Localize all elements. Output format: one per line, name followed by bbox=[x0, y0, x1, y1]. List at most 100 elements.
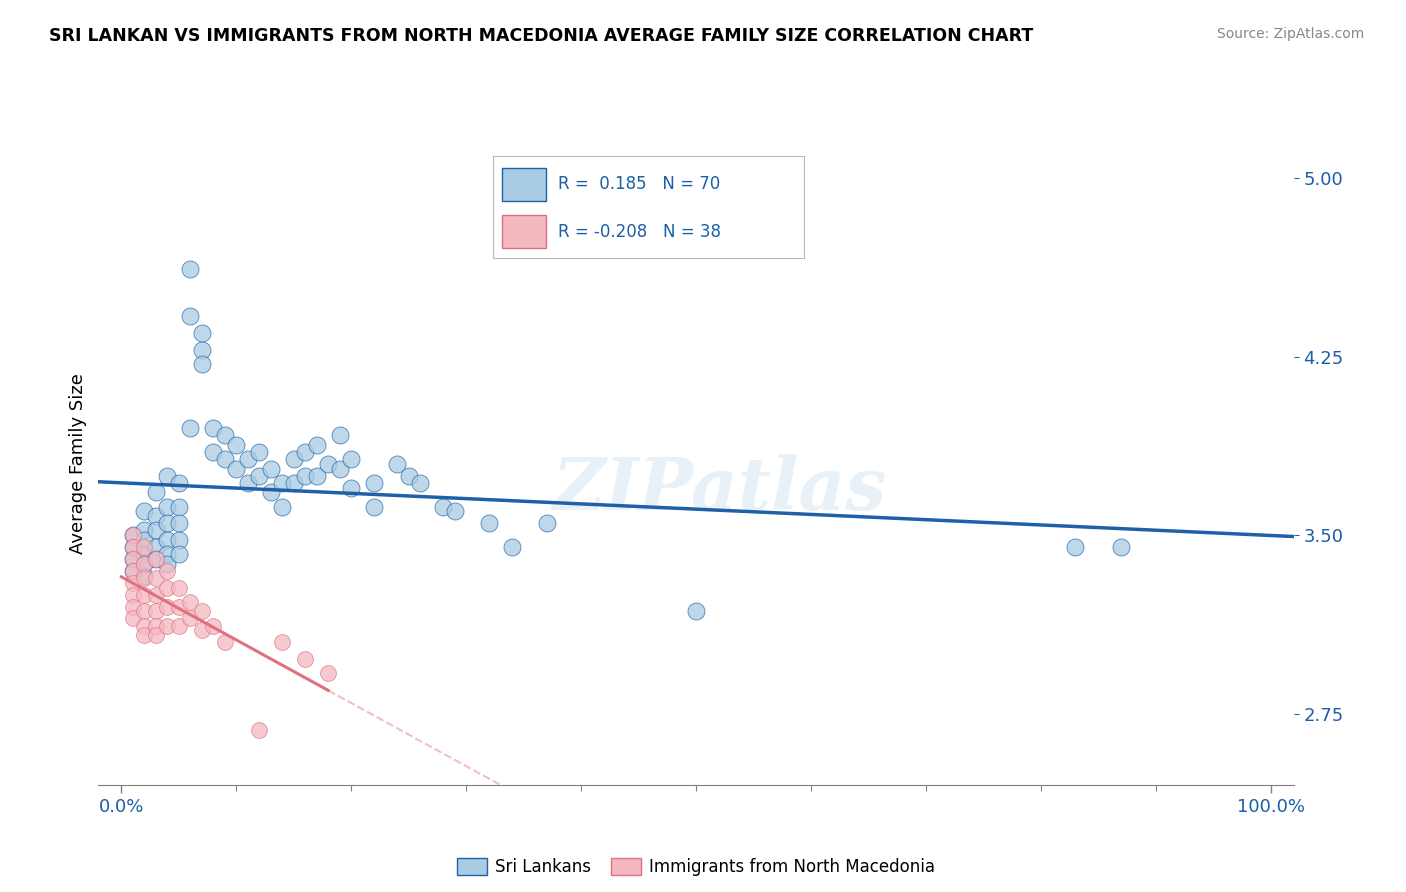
Point bbox=[167, 475, 190, 490]
Point bbox=[167, 516, 190, 531]
Point bbox=[685, 604, 707, 618]
Point bbox=[145, 604, 167, 618]
Point bbox=[167, 547, 190, 561]
Point bbox=[247, 468, 270, 483]
Point bbox=[271, 500, 294, 514]
Point bbox=[145, 618, 167, 632]
Point bbox=[145, 571, 167, 585]
Text: ZIPatlas: ZIPatlas bbox=[553, 454, 887, 525]
Point bbox=[122, 588, 145, 602]
Point bbox=[236, 452, 259, 467]
Point bbox=[247, 445, 270, 459]
Point bbox=[236, 475, 259, 490]
Point bbox=[134, 540, 156, 554]
Point bbox=[398, 468, 420, 483]
Point bbox=[305, 468, 328, 483]
Point bbox=[122, 528, 145, 542]
Point bbox=[134, 628, 156, 642]
Point bbox=[134, 557, 156, 571]
Point bbox=[329, 428, 352, 442]
Point bbox=[134, 557, 156, 571]
Point bbox=[225, 461, 247, 475]
Point bbox=[179, 421, 201, 435]
Point bbox=[179, 261, 201, 276]
Point bbox=[363, 500, 385, 514]
Point bbox=[145, 540, 167, 554]
Point bbox=[167, 500, 190, 514]
Point bbox=[145, 524, 167, 538]
Point bbox=[145, 509, 167, 524]
Point bbox=[271, 635, 294, 649]
Point bbox=[122, 564, 145, 578]
Point bbox=[191, 357, 214, 371]
Point bbox=[122, 540, 145, 554]
Point bbox=[122, 611, 145, 625]
Point bbox=[122, 552, 145, 566]
Point bbox=[316, 457, 339, 471]
Point bbox=[191, 624, 214, 638]
Text: SRI LANKAN VS IMMIGRANTS FROM NORTH MACEDONIA AVERAGE FAMILY SIZE CORRELATION CH: SRI LANKAN VS IMMIGRANTS FROM NORTH MACE… bbox=[49, 27, 1033, 45]
Point bbox=[409, 475, 432, 490]
Point bbox=[134, 524, 156, 538]
Point bbox=[432, 500, 454, 514]
Point bbox=[156, 557, 179, 571]
Point bbox=[122, 564, 145, 578]
Point bbox=[134, 571, 156, 585]
Point bbox=[225, 438, 247, 452]
Point bbox=[501, 540, 523, 554]
Point bbox=[340, 452, 363, 467]
Point bbox=[283, 475, 305, 490]
Point bbox=[536, 516, 558, 531]
Point bbox=[191, 343, 214, 357]
Point bbox=[122, 575, 145, 590]
Point bbox=[134, 618, 156, 632]
Point bbox=[167, 618, 190, 632]
Y-axis label: Average Family Size: Average Family Size bbox=[69, 374, 87, 554]
Point bbox=[340, 481, 363, 495]
Point bbox=[443, 504, 465, 518]
Point bbox=[156, 618, 179, 632]
Point bbox=[145, 628, 167, 642]
Point bbox=[145, 588, 167, 602]
Point bbox=[202, 421, 225, 435]
Point bbox=[156, 533, 179, 547]
Point bbox=[385, 457, 409, 471]
Point bbox=[167, 581, 190, 595]
Point bbox=[156, 468, 179, 483]
Point bbox=[260, 485, 283, 500]
Point bbox=[214, 452, 236, 467]
Point bbox=[214, 428, 236, 442]
Point bbox=[134, 533, 156, 547]
Point bbox=[156, 516, 179, 531]
Point bbox=[134, 504, 156, 518]
Point bbox=[214, 635, 236, 649]
Point bbox=[156, 547, 179, 561]
Point bbox=[167, 599, 190, 614]
Point bbox=[179, 310, 201, 324]
Point bbox=[260, 461, 283, 475]
Point bbox=[316, 666, 339, 681]
Point bbox=[247, 723, 270, 738]
Point bbox=[179, 611, 201, 625]
Point bbox=[122, 540, 145, 554]
Point bbox=[1064, 540, 1087, 554]
Point bbox=[134, 547, 156, 561]
Point bbox=[145, 485, 167, 500]
Point bbox=[156, 581, 179, 595]
Point bbox=[122, 528, 145, 542]
Legend: Sri Lankans, Immigrants from North Macedonia: Sri Lankans, Immigrants from North Maced… bbox=[450, 851, 942, 882]
Point bbox=[134, 568, 156, 582]
Point bbox=[134, 588, 156, 602]
Point bbox=[478, 516, 501, 531]
Point bbox=[294, 445, 316, 459]
Point bbox=[191, 326, 214, 340]
Point bbox=[271, 475, 294, 490]
Point bbox=[283, 452, 305, 467]
Point bbox=[191, 604, 214, 618]
Point bbox=[122, 599, 145, 614]
Point bbox=[179, 595, 201, 609]
Point bbox=[156, 500, 179, 514]
Point bbox=[294, 468, 316, 483]
Point bbox=[363, 475, 385, 490]
Point bbox=[134, 604, 156, 618]
